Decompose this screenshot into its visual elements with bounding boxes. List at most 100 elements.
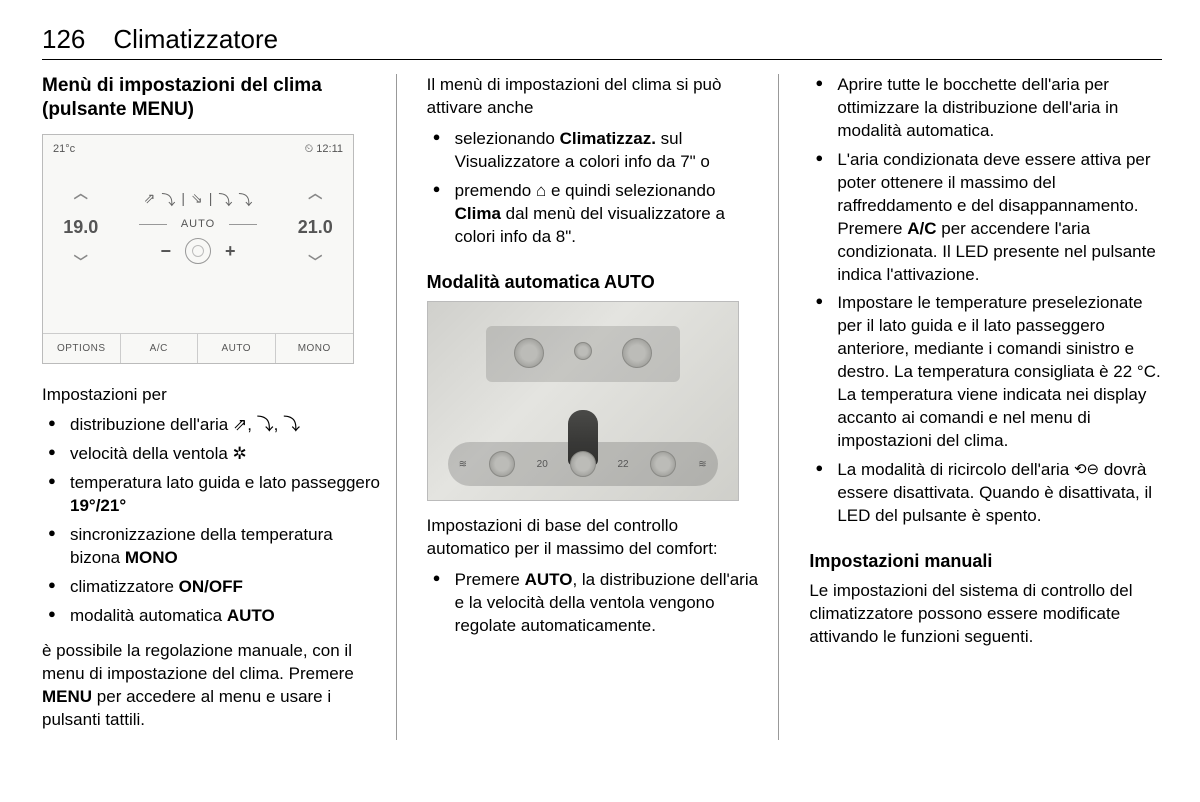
list-item: L'aria condizionata deve essere attiva p…: [809, 149, 1162, 287]
clock-readout: ⏲ 12:11: [305, 143, 343, 156]
fan-plus-minus: − +: [160, 238, 235, 264]
item-text: Impostare le temperature preselezionate …: [837, 293, 1160, 450]
dial-icon: [622, 338, 652, 368]
air-icon: ⇘: [191, 190, 203, 210]
item-text: distribuzione dell'aria: [70, 415, 233, 434]
menu-bold: MENU: [42, 687, 92, 706]
left-temp-value: 19.0: [63, 217, 98, 238]
clock-icon: ⏲: [305, 143, 314, 155]
dial-icon: [514, 338, 544, 368]
right-temp-value: 21.0: [298, 217, 333, 238]
item-a: selezionando: [455, 129, 560, 148]
dial-icon: [650, 451, 676, 477]
air-icon: ⤵: [218, 190, 232, 210]
left-temp-control: ︿ 19.0 ﹀: [63, 183, 98, 272]
ac-bold: A/C: [907, 219, 936, 238]
chevron-up-icon: ︿: [308, 183, 322, 203]
air-icon: ⤵: [161, 190, 175, 210]
list-item: Impostare le temperature preselezionate …: [809, 292, 1162, 453]
item-text: temperatura lato guida e lato passeggero: [70, 473, 380, 492]
col2-para2: Impostazioni di base del controllo autom…: [427, 515, 765, 561]
item-b: AUTO: [525, 570, 573, 589]
auto-label: AUTO: [181, 218, 215, 230]
item-text: climatizzatore: [70, 577, 179, 596]
column-2: Il menù di impostazioni del clima si può…: [425, 74, 780, 740]
chapter-title: Climatizzatore: [113, 24, 278, 55]
settings-for-label: Impostazioni per: [42, 384, 382, 407]
dial-icon: [489, 451, 515, 477]
item-bold: MONO: [125, 548, 178, 567]
col1-closing-para: è possibile la regolazione manuale, con …: [42, 640, 382, 732]
item-a: La modalità di ricircolo dell'aria: [837, 460, 1074, 479]
air-icon-divider: |: [181, 190, 185, 210]
col3-para: Le impostazioni del sistema di controllo…: [809, 580, 1162, 649]
item-c: e quindi selezionando: [546, 181, 715, 200]
col2-heading-auto: Modalità automatica AUTO: [427, 271, 765, 294]
col2-intro: Il menù di impostazioni del clima si può…: [427, 74, 765, 120]
time-value: 12:11: [316, 143, 343, 155]
chevron-down-icon: ﹀: [74, 252, 88, 272]
tab-mono: MONO: [276, 334, 354, 363]
item-text: velocità della ventola: [70, 444, 233, 463]
disp-left: 20: [537, 459, 548, 470]
dial-icon: [570, 451, 596, 477]
item-b: Climatizzaz.: [560, 129, 656, 148]
tab-auto: AUTO: [198, 334, 276, 363]
air-distribution-icons: ⇗ ⤵ | ⇘ | ⤵ ⤵: [144, 190, 253, 210]
disp-right: 22: [617, 459, 628, 470]
auto-indicator: AUTO: [139, 218, 257, 230]
item-bold: ON/OFF: [179, 577, 243, 596]
col1-bullet-list: distribuzione dell'aria ⇗, ⤵, ⤵ velocità…: [42, 414, 382, 634]
chevron-up-icon: ︿: [74, 183, 88, 203]
para-part-a: è possibile la regolazione manuale, con …: [42, 641, 354, 683]
lower-control-panel: ≋ 20 22 ≋: [448, 442, 718, 486]
col3-bullet-list: Aprire tutte le bocchette dell'aria per …: [809, 74, 1162, 534]
item-a: premendo: [455, 181, 536, 200]
seat-heat-icon: ≋: [698, 459, 706, 470]
item-text: Aprire tutte le bocchette dell'aria per …: [837, 75, 1118, 140]
list-item: velocità della ventola ✲: [42, 443, 382, 466]
item-a: Premere: [455, 570, 525, 589]
col1-heading: Menù di impostazioni del clima (pulsante…: [42, 74, 382, 122]
tab-ac: A/C: [121, 334, 199, 363]
list-item: sincronizzazione della temperatura bizon…: [42, 524, 382, 570]
air-icon: ⤵: [238, 190, 252, 210]
line-left: [139, 224, 167, 225]
content-columns: Menù di impostazioni del clima (pulsante…: [42, 74, 1162, 740]
dial-icon: [574, 342, 592, 360]
list-item: premendo ⌂ e quindi selezionando Clima d…: [427, 180, 765, 249]
outside-temp: 21°c: [53, 143, 75, 156]
list-item: Premere AUTO, la distribuzione dell'aria…: [427, 569, 765, 638]
plus-icon: +: [225, 241, 236, 262]
illus-bottom-tabs: OPTIONS A/C AUTO MONO: [43, 333, 353, 363]
chevron-down-icon: ﹀: [308, 252, 322, 272]
list-item: distribuzione dell'aria ⇗, ⤵, ⤵: [42, 414, 382, 437]
column-1: Menù di impostazioni del clima (pulsante…: [42, 74, 397, 740]
item-bold: AUTO: [227, 606, 275, 625]
tab-options: OPTIONS: [43, 334, 121, 363]
right-temp-control: ︿ 21.0 ﹀: [298, 183, 333, 272]
item-text: sincronizzazione della temperatura bizon…: [70, 525, 333, 567]
line-right: [229, 224, 257, 225]
col2-bullet-list-2: Premere AUTO, la distribuzione dell'aria…: [427, 569, 765, 644]
list-item: selezionando Climatizzaz. sul Visualizza…: [427, 128, 765, 174]
list-item: temperatura lato guida e lato passeggero…: [42, 472, 382, 518]
minus-icon: −: [160, 241, 171, 262]
fan-knob-icon: [185, 238, 211, 264]
list-item: Aprire tutte le bocchette dell'aria per …: [809, 74, 1162, 143]
climate-menu-illustration: 21°c ⏲ 12:11 ︿ 19.0 ﹀ ⇗ ⤵: [42, 134, 354, 364]
manual-page: 126 Climatizzatore Menù di impostazioni …: [0, 0, 1200, 764]
dashboard-photo-illustration: ≋ 20 22 ≋: [427, 301, 739, 501]
item-text: modalità automatica: [70, 606, 227, 625]
seat-heat-icon: ≋: [459, 459, 467, 470]
page-number: 126: [42, 24, 85, 55]
list-item: La modalità di ricircolo dell'aria ⟲⊖ do…: [809, 459, 1162, 528]
item-bold: 19°/21°: [70, 496, 126, 515]
home-icon: ⌂: [536, 181, 546, 200]
item-b2: Clima: [455, 204, 501, 223]
list-item: modalità automatica AUTO: [42, 605, 382, 628]
page-header: 126 Climatizzatore: [42, 24, 1162, 60]
column-3: Aprire tutte le bocchette dell'aria per …: [807, 74, 1162, 740]
illus-topbar: 21°c ⏲ 12:11: [53, 143, 343, 156]
center-controls: ⇗ ⤵ | ⇘ | ⤵ ⤵ AUTO: [139, 190, 257, 264]
